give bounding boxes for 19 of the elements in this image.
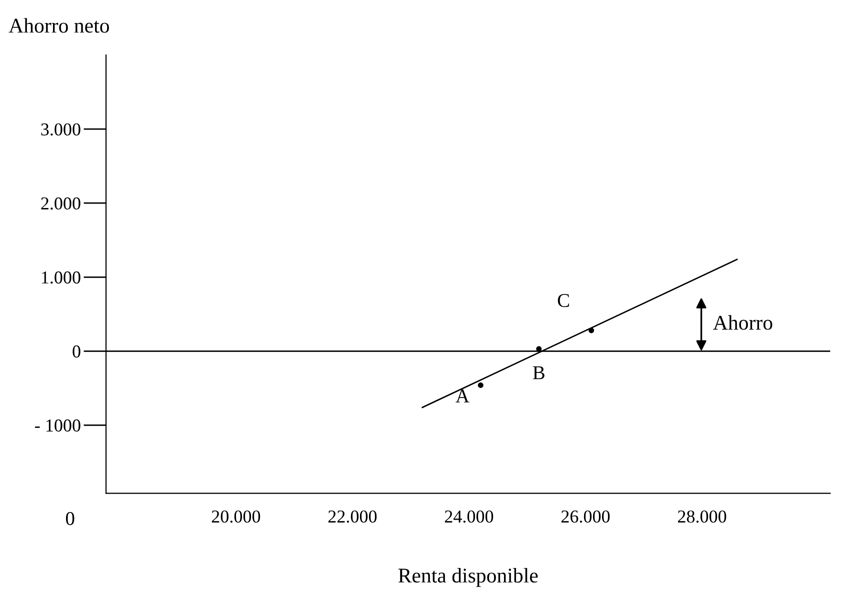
x-tick-label: 22.000 <box>328 510 377 523</box>
point <box>536 346 542 352</box>
annotation: B <box>532 366 544 380</box>
y-tick-label: 1.000 <box>42 271 80 284</box>
x-axis-title: Renta disponible <box>398 568 538 587</box>
point <box>478 382 484 388</box>
x-tick-label: 28.000 <box>678 510 726 523</box>
annotation: A <box>456 390 470 402</box>
y-axis-title: Ahorro neto <box>8 18 110 33</box>
x-tick-label: 20.000 <box>212 510 260 523</box>
x-tick-label: 24.000 <box>444 510 494 523</box>
y-tick-label: 3.000 <box>41 123 80 136</box>
point <box>588 328 594 334</box>
y-tick-label: - 1000 <box>35 419 80 432</box>
annotation: Ahorro <box>713 315 772 330</box>
x-tick-label: 26.000 <box>561 510 610 523</box>
annotation: C <box>558 294 569 308</box>
y-tick-label: 2.000 <box>41 197 80 210</box>
y-tick-label: 0 <box>72 345 80 358</box>
